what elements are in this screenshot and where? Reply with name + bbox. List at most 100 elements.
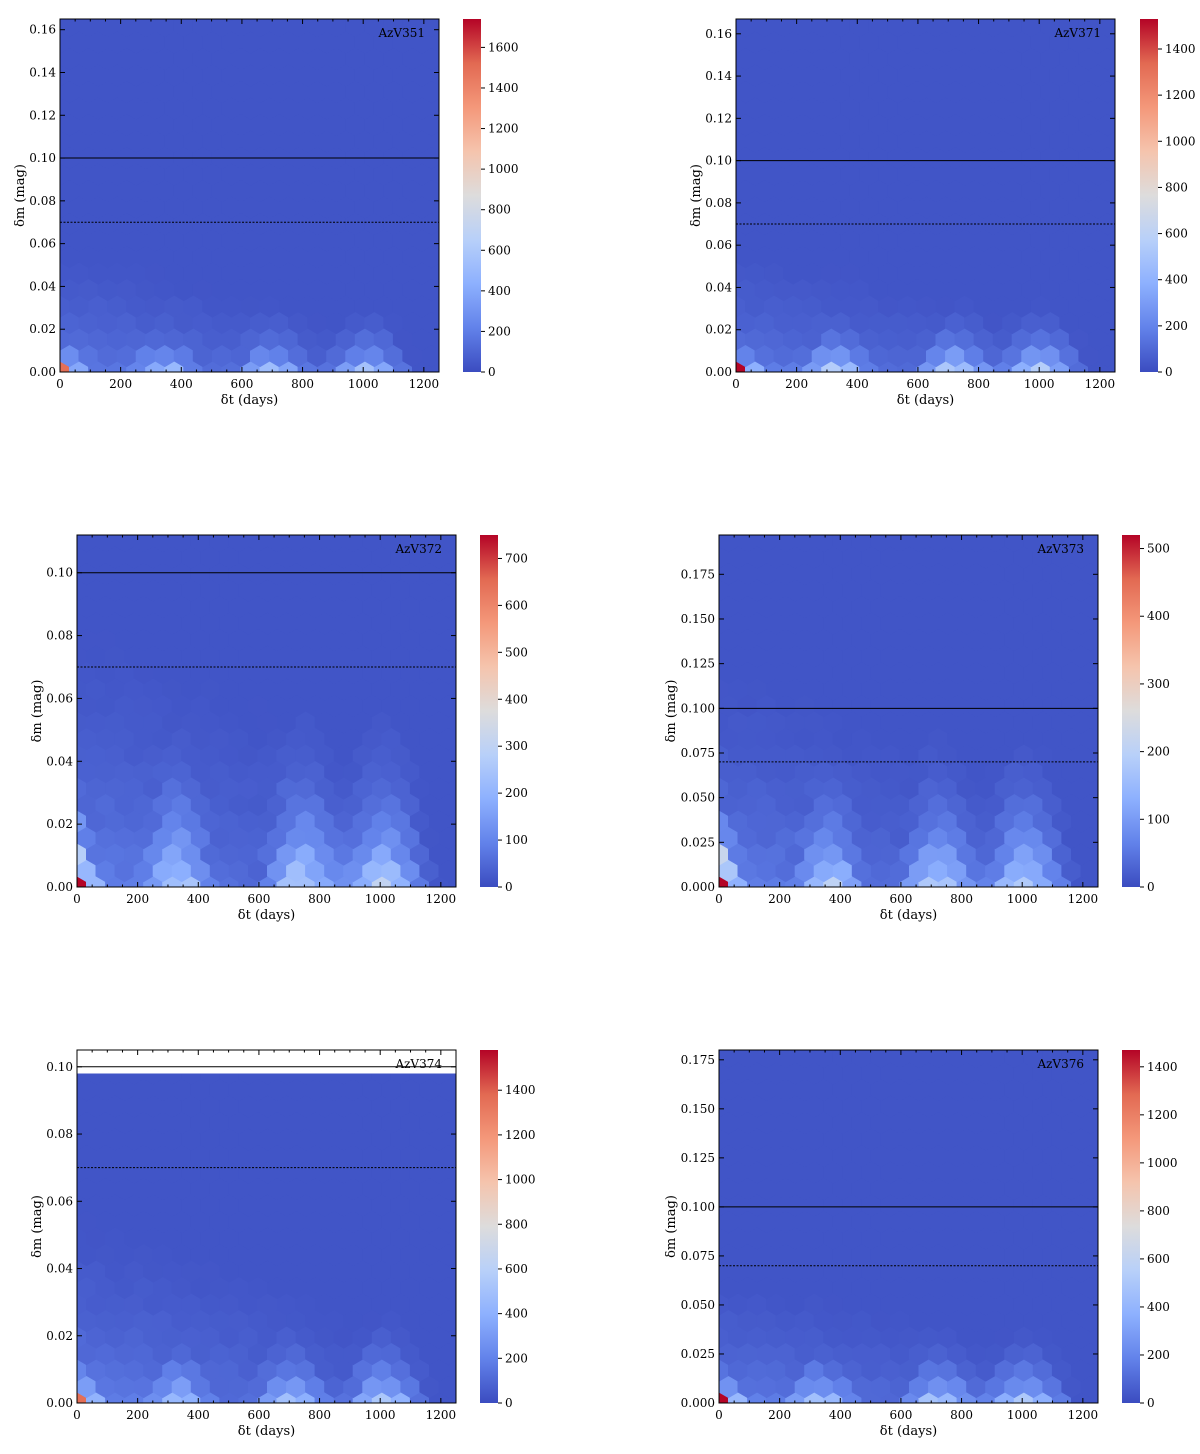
hex-cell — [267, 693, 288, 718]
hex-cell — [1090, 612, 1098, 634]
hex-cell — [1042, 660, 1063, 685]
hex-cell — [1068, 228, 1089, 252]
hex-cell — [412, 30, 432, 54]
hex-cell — [1013, 578, 1034, 602]
hex-cell — [135, 19, 156, 38]
hex-cell — [736, 79, 756, 104]
hex-cell — [918, 743, 939, 767]
hex-cell — [992, 327, 1013, 351]
hex-cell — [438, 1110, 456, 1135]
x-tick-label: 600 — [889, 1408, 912, 1422]
hex-cell — [1023, 627, 1044, 652]
hex-cell — [276, 644, 297, 668]
hex-cell — [202, 228, 223, 252]
hex-cell — [438, 19, 439, 20]
hex-cell — [1021, 178, 1042, 203]
hex-cell — [947, 1050, 968, 1069]
panel-azv376: 0 200 400 600 800 1000 12000.0000.0250.0500.07… — [664, 1049, 1178, 1439]
hex-cell — [851, 1341, 872, 1366]
hex-cell — [1100, 1309, 1120, 1332]
hex-cell — [813, 825, 834, 850]
hex-cell — [1061, 1050, 1082, 1069]
hex-cell — [754, 310, 775, 335]
hex-cell — [719, 1061, 729, 1085]
hex-cell — [107, 96, 128, 120]
hex-cell — [994, 1061, 1015, 1085]
hex-cell — [878, 228, 899, 252]
x-tick-label: 1000 — [1024, 377, 1055, 391]
hex-cell — [1078, 244, 1099, 269]
hex-cell — [105, 1160, 126, 1184]
hex-cell — [219, 1094, 240, 1118]
hex-cell — [173, 145, 194, 170]
hex-cell — [842, 809, 863, 833]
hex-cell — [937, 545, 958, 569]
hex-cell — [154, 277, 175, 302]
hex-cell — [861, 1061, 882, 1085]
hex-cell — [257, 1073, 278, 1085]
hex-cell — [937, 1325, 958, 1349]
colorbar-tick-label: 200 — [1147, 1348, 1170, 1362]
y-tick-label: 0.00 — [46, 880, 73, 894]
hex-cell — [851, 627, 872, 652]
colorbar-tick-label: 0 — [505, 1396, 513, 1410]
hex-cell — [899, 1094, 920, 1118]
hex-cell — [1100, 727, 1120, 750]
hex-cell — [737, 1050, 758, 1069]
hex-cell — [1117, 344, 1137, 367]
hex-cell — [756, 561, 777, 586]
colorbar-tick-label: 400 — [1147, 609, 1170, 623]
hex-cell — [792, 343, 813, 368]
hex-cell — [985, 1275, 1006, 1300]
hex-cell — [277, 1028, 297, 1051]
hex-cell — [429, 1193, 449, 1217]
hex-cell — [880, 611, 901, 635]
hex-cell — [209, 1275, 230, 1300]
hex-cell — [421, 211, 439, 236]
y-tick-label: 0.08 — [29, 194, 56, 208]
hex-cell — [861, 1127, 882, 1151]
hex-cell — [973, 96, 994, 120]
hex-cell — [916, 327, 937, 351]
hex-cell — [1080, 1275, 1098, 1300]
hex-cell — [441, 245, 461, 268]
hex-cell — [783, 294, 804, 318]
hex-cell — [918, 1358, 939, 1382]
hex-cell — [870, 726, 891, 751]
hex-cell — [1032, 545, 1053, 569]
hex-cell — [324, 759, 345, 784]
hex-cell — [78, 145, 99, 170]
hex-cell — [228, 1341, 249, 1366]
hex-cell — [95, 1176, 116, 1201]
hex-cell — [947, 1143, 968, 1168]
hex-cell — [400, 561, 421, 586]
hex-cell — [286, 1143, 307, 1168]
hex-cell — [60, 178, 80, 203]
hex-cell — [190, 1275, 211, 1300]
hex-cell — [190, 825, 211, 850]
hex-cell — [200, 578, 221, 602]
hex-cell — [362, 594, 383, 619]
hex-cell — [305, 726, 326, 751]
hex-cell — [441, 146, 461, 169]
hex-cell — [248, 594, 268, 619]
hex-cell — [975, 1226, 996, 1250]
hex-cell — [1061, 627, 1082, 652]
hex-cell — [868, 343, 889, 368]
hex-cell — [909, 726, 930, 751]
hex-cell — [419, 627, 440, 652]
hex-cell — [1042, 535, 1063, 553]
hex-cell — [842, 611, 863, 635]
colorbar-tick-label: 1200 — [1165, 88, 1196, 102]
hex-cell — [257, 743, 278, 767]
hex-cell — [381, 693, 402, 718]
hex-cell — [747, 644, 768, 668]
hex-cell — [171, 693, 192, 718]
colorbar-tick-label: 400 — [1165, 273, 1188, 287]
hex-cell — [421, 310, 439, 335]
hex-cell — [899, 677, 920, 701]
hex-cell — [314, 1325, 335, 1349]
hex-cell — [295, 1160, 316, 1184]
hex-cell — [345, 211, 366, 236]
hex-cell — [438, 1242, 456, 1267]
